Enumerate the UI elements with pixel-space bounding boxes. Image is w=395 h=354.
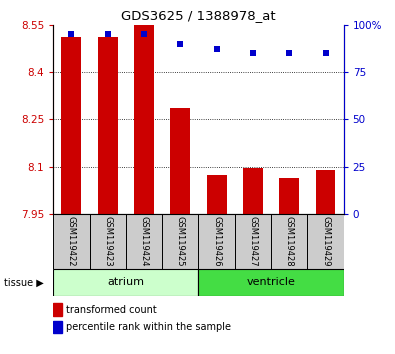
Text: ventricle: ventricle (246, 277, 295, 287)
Text: transformed count: transformed count (66, 305, 157, 315)
Point (105, 32, 111, 37)
Point (322, 50, 329, 56)
Bar (53, 214, 90, 269)
Bar (207, 175, 227, 214)
Text: GSM119425: GSM119425 (176, 216, 185, 266)
Bar (126, 214, 162, 269)
Text: atrium: atrium (107, 277, 145, 287)
Bar (199, 214, 235, 269)
Point (286, 50, 292, 56)
Bar (90, 214, 126, 269)
Bar (53, 269, 199, 296)
Bar (134, 25, 154, 214)
Bar (279, 178, 299, 214)
Bar (170, 108, 190, 214)
Point (213, 47, 220, 52)
Bar (316, 170, 335, 214)
Bar (199, 269, 344, 296)
Bar (62, 38, 81, 214)
Bar (162, 214, 199, 269)
Text: GSM119424: GSM119424 (139, 216, 149, 266)
Bar (271, 214, 307, 269)
Bar (53, 321, 62, 333)
Title: GDS3625 / 1388978_at: GDS3625 / 1388978_at (121, 9, 276, 22)
Point (68, 32, 75, 37)
Text: GSM119427: GSM119427 (248, 216, 258, 267)
Point (177, 41, 184, 47)
Text: percentile rank within the sample: percentile rank within the sample (66, 322, 231, 332)
Text: GSM119426: GSM119426 (212, 216, 221, 267)
Text: GSM119422: GSM119422 (67, 216, 76, 266)
Point (141, 32, 147, 37)
Text: GSM119428: GSM119428 (285, 216, 294, 267)
Text: GSM119423: GSM119423 (103, 216, 112, 267)
Text: tissue ▶: tissue ▶ (4, 277, 44, 287)
Text: GSM119429: GSM119429 (321, 216, 330, 266)
Bar (307, 214, 344, 269)
Bar (53, 303, 62, 316)
Bar (235, 214, 271, 269)
Bar (243, 169, 263, 214)
Bar (98, 38, 118, 214)
Point (250, 50, 256, 56)
